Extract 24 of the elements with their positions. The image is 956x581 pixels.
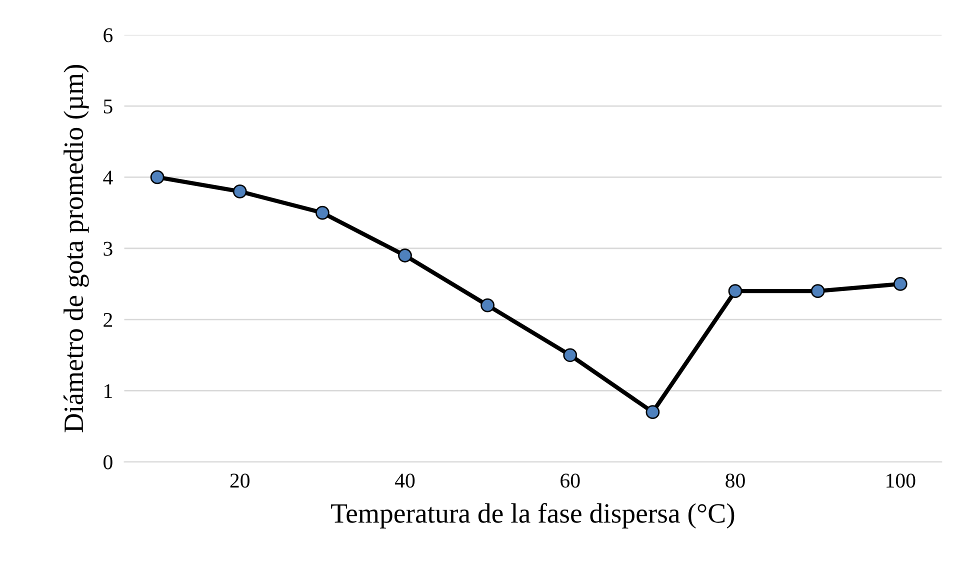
x-axis-title: Temperatura de la fase dispersa (°C) [331, 503, 734, 528]
y-tick-label: 0 [104, 455, 112, 470]
point [810, 284, 825, 298]
x-tick-label: 40 [394, 474, 415, 488]
y-tick-label: 1 [104, 384, 112, 398]
point [480, 298, 495, 312]
x-tick-label: 80 [726, 474, 745, 488]
point [398, 248, 412, 262]
y-tick-label: 6 [104, 28, 113, 42]
y-axis-title: Diámetro de gota promedio (µm) [64, 64, 89, 432]
point [646, 405, 660, 420]
x-tick-label: 100 [886, 474, 916, 488]
x-tick-label: 60 [560, 474, 580, 488]
y-tick-label: 2 [104, 312, 112, 327]
point [315, 206, 330, 220]
y-tick-label: 5 [104, 100, 112, 114]
point [728, 284, 742, 298]
point [893, 277, 908, 291]
y-tick-label: 4 [103, 170, 113, 184]
point [563, 348, 578, 362]
point [150, 170, 164, 184]
y-tick-label: 3 [104, 242, 112, 256]
x-tick-label: 20 [230, 474, 250, 488]
point [232, 184, 247, 198]
